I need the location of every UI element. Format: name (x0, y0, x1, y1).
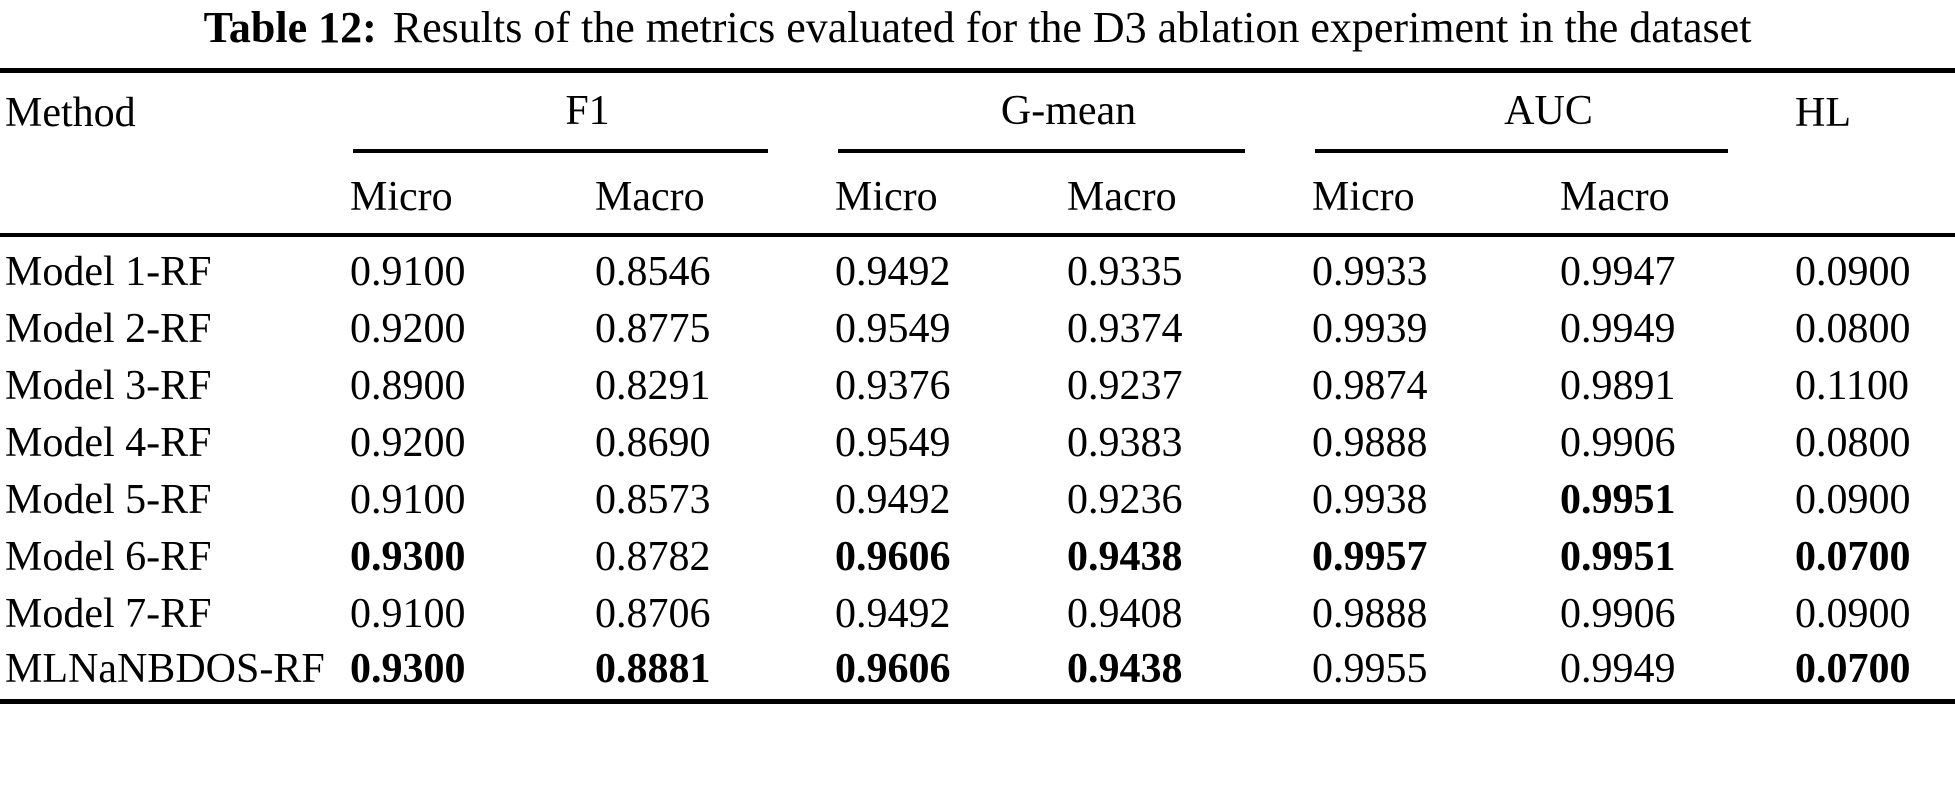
table-row: Model 3-RF 0.8900 0.8291 0.9376 0.9237 0.9874… (0, 357, 1955, 414)
value-cell: 0.8782 (595, 533, 711, 580)
table-body: Model 1-RF 0.9100 0.8546 0.9492 0.9335 0.9933… (0, 235, 1955, 702)
method-cell: Model 2-RF (5, 305, 212, 352)
method-cell: Model 5-RF (5, 476, 212, 523)
value-cell: 0.1100 (1795, 362, 1909, 409)
method-column-header: Method (5, 90, 136, 136)
value-cell: 0.9200 (350, 305, 466, 352)
table-row: Model 7-RF 0.9100 0.8706 0.9492 0.9408 0.9888… (0, 585, 1955, 642)
value-cell: 0.9237 (1067, 362, 1183, 409)
group-header-gmean: G-mean (1000, 88, 1137, 134)
value-cell: 0.9933 (1312, 248, 1428, 295)
gmean-macro-header: Macro (1067, 174, 1177, 220)
value-cell: 0.9408 (1067, 590, 1183, 637)
value-cell: 0.9906 (1560, 590, 1676, 637)
auc-macro-header: Macro (1560, 174, 1670, 220)
value-cell: 0.9335 (1067, 248, 1183, 295)
value-cell: 0.9951 (1560, 476, 1676, 523)
table-row: Model 5-RF 0.9100 0.8573 0.9492 0.9236 0.9938… (0, 471, 1955, 528)
group-rule-row (0, 149, 1955, 161)
value-cell: 0.9888 (1312, 590, 1428, 637)
subheader-row: Micro Macro Micro Macro Micro Macro (0, 161, 1955, 235)
value-cell: 0.9949 (1560, 646, 1676, 692)
f1-group-rule (353, 149, 769, 153)
value-cell: 0.8881 (595, 646, 711, 692)
value-cell: 0.9383 (1067, 419, 1183, 466)
value-cell: 0.9906 (1560, 419, 1676, 466)
value-cell: 0.9492 (835, 476, 951, 523)
value-cell: 0.9438 (1067, 646, 1183, 692)
value-cell: 0.9549 (835, 305, 951, 352)
value-cell: 0.9300 (350, 533, 466, 580)
method-cell: Model 1-RF (5, 248, 212, 295)
value-cell: 0.9100 (350, 590, 466, 637)
value-cell: 0.9376 (835, 362, 951, 409)
f1-micro-header: Micro (350, 174, 453, 220)
hl-column-header: HL (1795, 90, 1852, 136)
group-header-f1: F1 (565, 88, 610, 134)
value-cell: 0.8900 (350, 362, 466, 409)
value-cell: 0.9606 (835, 533, 951, 580)
table-caption-text: Results of the metrics evaluated for the… (392, 3, 1752, 52)
value-cell: 0.9874 (1312, 362, 1428, 409)
value-cell: 0.9438 (1067, 533, 1183, 580)
value-cell: 0.8573 (595, 476, 711, 523)
table-row: Model 1-RF 0.9100 0.8546 0.9492 0.9335 0.9933… (0, 235, 1955, 300)
value-cell: 0.9938 (1312, 476, 1428, 523)
value-cell: 0.9374 (1067, 305, 1183, 352)
group-header-auc: AUC (1504, 88, 1593, 134)
value-cell: 0.9955 (1312, 646, 1428, 692)
method-cell: MLNaNBDOS-RF (5, 646, 325, 692)
value-cell: 0.9949 (1560, 305, 1676, 352)
value-cell: 0.0900 (1795, 590, 1911, 637)
value-cell: 0.9957 (1312, 533, 1428, 580)
table-caption-label: Table 12: (203, 3, 377, 52)
method-cell: Model 7-RF (5, 590, 212, 637)
method-cell: Model 4-RF (5, 419, 212, 466)
results-table: Method F1 G-mean AUC HL Micro Macro Micr… (0, 68, 1955, 704)
value-cell: 0.9100 (350, 476, 466, 523)
auc-group-rule (1315, 149, 1729, 153)
table-row: Model 6-RF 0.9300 0.8782 0.9606 0.9438 0.9957… (0, 528, 1955, 585)
value-cell: 0.9939 (1312, 305, 1428, 352)
value-cell: 0.9888 (1312, 419, 1428, 466)
group-header-row: Method F1 G-mean AUC HL (0, 71, 1955, 150)
table-row: MLNaNBDOS-RF 0.9300 0.8881 0.9606 0.9438 0.99… (0, 642, 1955, 702)
gmean-micro-header: Micro (835, 174, 938, 220)
value-cell: 0.9549 (835, 419, 951, 466)
value-cell: 0.9947 (1560, 248, 1676, 295)
gmean-group-rule (838, 149, 1246, 153)
value-cell: 0.9492 (835, 248, 951, 295)
value-cell: 0.9100 (350, 248, 466, 295)
value-cell: 0.8775 (595, 305, 711, 352)
value-cell: 0.8291 (595, 362, 711, 409)
table-row: Model 2-RF 0.9200 0.8775 0.9549 0.9374 0.9939… (0, 300, 1955, 357)
method-cell: Model 6-RF (5, 533, 212, 580)
value-cell: 0.0700 (1795, 646, 1911, 692)
value-cell: 0.0900 (1795, 476, 1911, 523)
value-cell: 0.9300 (350, 646, 466, 692)
value-cell: 0.8706 (595, 590, 711, 637)
value-cell: 0.9236 (1067, 476, 1183, 523)
value-cell: 0.0900 (1795, 248, 1911, 295)
value-cell: 0.9891 (1560, 362, 1676, 409)
table-caption: Table 12: Results of the metrics evaluate… (0, 0, 1955, 54)
auc-micro-header: Micro (1312, 174, 1415, 220)
f1-macro-header: Macro (595, 174, 705, 220)
table-row: Model 4-RF 0.9200 0.8690 0.9549 0.9383 0.9888… (0, 414, 1955, 471)
value-cell: 0.8690 (595, 419, 711, 466)
value-cell: 0.0700 (1795, 533, 1911, 580)
value-cell: 0.0800 (1795, 419, 1911, 466)
value-cell: 0.9606 (835, 646, 951, 692)
value-cell: 0.8546 (595, 248, 711, 295)
value-cell: 0.0800 (1795, 305, 1911, 352)
value-cell: 0.9492 (835, 590, 951, 637)
value-cell: 0.9951 (1560, 533, 1676, 580)
method-cell: Model 3-RF (5, 362, 212, 409)
value-cell: 0.9200 (350, 419, 466, 466)
